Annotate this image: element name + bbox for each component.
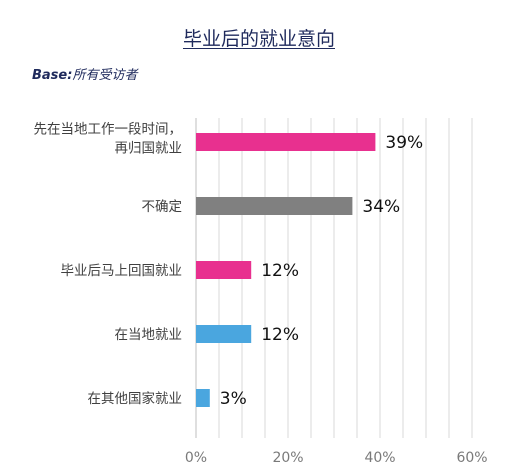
value-label: 12%	[261, 261, 299, 281]
value-labels: 39% 34% 12% 12% 3%	[220, 133, 423, 409]
x-tick-label: 0%	[185, 450, 207, 466]
category-label: 毕业后马上回国就业	[61, 263, 183, 279]
bar	[196, 389, 210, 407]
x-tick-labels: 0% 20% 40% 60%	[185, 450, 488, 466]
category-label: 先在当地工作一段时间，	[34, 122, 183, 138]
value-label: 34%	[362, 197, 400, 217]
x-tick-label: 60%	[456, 450, 487, 466]
chart-subtitle: Base:所有受访者	[32, 64, 137, 83]
bars	[196, 133, 376, 407]
value-label: 3%	[220, 389, 247, 409]
value-label: 12%	[261, 325, 299, 345]
x-tick-label: 20%	[272, 450, 303, 466]
category-label: 再归国就业	[115, 140, 183, 157]
chart-title: 毕业后的就业意向	[182, 28, 335, 50]
subtitle-note: 所有受访者	[72, 68, 138, 83]
category-label: 在当地就业	[115, 327, 183, 343]
bar	[196, 261, 252, 279]
category-label: 不确定	[142, 199, 183, 215]
value-label: 39%	[385, 133, 423, 153]
bar	[196, 133, 376, 151]
subtitle-label: Base:	[32, 68, 73, 83]
x-tick-label: 40%	[364, 450, 395, 466]
bar	[196, 197, 353, 215]
category-label: 在其他国家就业	[88, 390, 183, 407]
bar	[196, 325, 252, 343]
